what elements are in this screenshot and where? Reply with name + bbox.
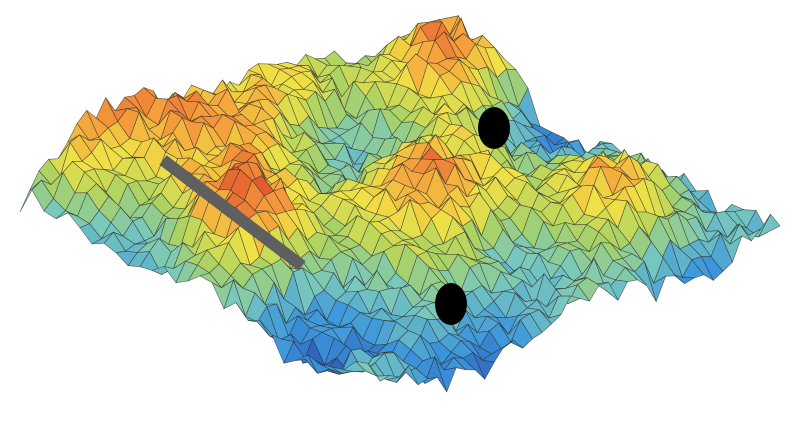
black-marker bbox=[478, 107, 510, 149]
page: (() => { JSON.parse(document.getElementB… bbox=[0, 0, 796, 440]
black-marker bbox=[435, 283, 467, 325]
surface-mesh bbox=[20, 16, 780, 392]
surface-illustration bbox=[0, 0, 796, 440]
